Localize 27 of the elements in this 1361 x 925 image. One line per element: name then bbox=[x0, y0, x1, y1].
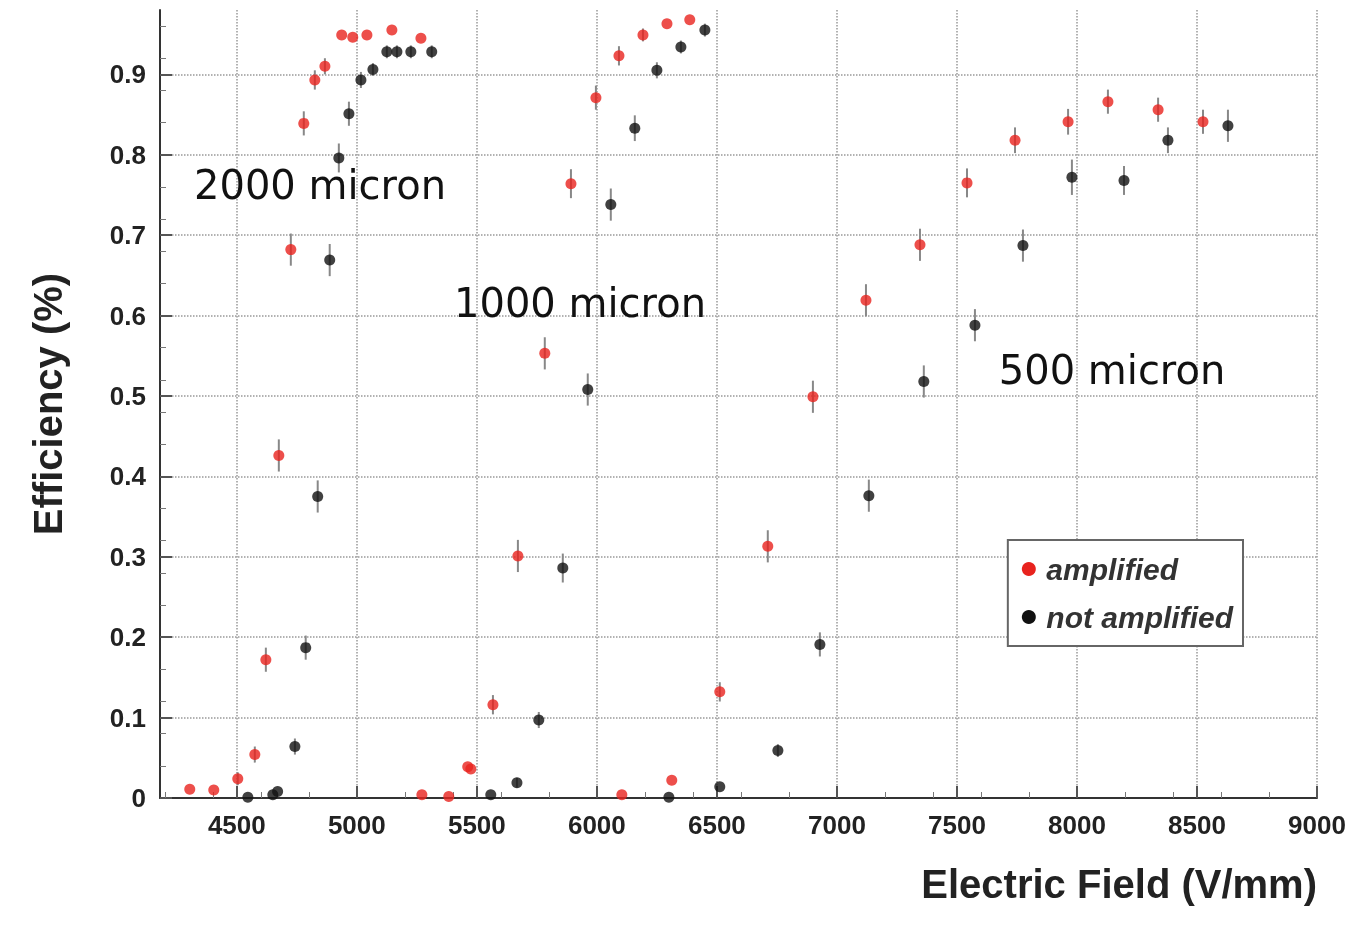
y-tick-label: 0.2 bbox=[109, 622, 146, 653]
x-tick-label: 6500 bbox=[687, 810, 746, 840]
x-tick-label: 6000 bbox=[567, 810, 626, 840]
y-tick-label: 0.4 bbox=[109, 461, 147, 492]
legend-label: amplified bbox=[1046, 552, 1179, 586]
x-tick-label: 4500 bbox=[207, 810, 266, 840]
y-tick-label: 0.8 bbox=[109, 139, 146, 170]
y-tick-label: 0.1 bbox=[109, 702, 146, 733]
legend-label: not amplified bbox=[1046, 600, 1234, 634]
x-tick-label: 5000 bbox=[327, 810, 386, 840]
x-tick-label: 5500 bbox=[447, 810, 506, 840]
x-tick-label: 8500 bbox=[1168, 810, 1226, 840]
y-tick-label: 0.5 bbox=[109, 380, 146, 411]
y-tick-label: 0.3 bbox=[109, 541, 146, 572]
x-axis-title: Electric Field (V/mm) bbox=[921, 862, 1317, 906]
annotation: 2000 micron bbox=[194, 162, 446, 208]
y-tick-label: 0.9 bbox=[109, 59, 146, 90]
annotation: 1000 micron bbox=[454, 280, 706, 326]
y-axis-title: Efficiency (%) bbox=[26, 272, 70, 536]
x-tick-label: 7000 bbox=[808, 810, 866, 840]
x-tick-label: 8000 bbox=[1048, 810, 1106, 840]
y-tick-label: 0.7 bbox=[109, 220, 146, 251]
x-tick-label: 9000 bbox=[1288, 810, 1346, 840]
y-tick-label: 0.6 bbox=[109, 300, 146, 331]
y-tick-label: 0 bbox=[131, 783, 146, 813]
x-tick-label: 7500 bbox=[928, 810, 986, 840]
annotation: 500 micron bbox=[998, 347, 1226, 393]
